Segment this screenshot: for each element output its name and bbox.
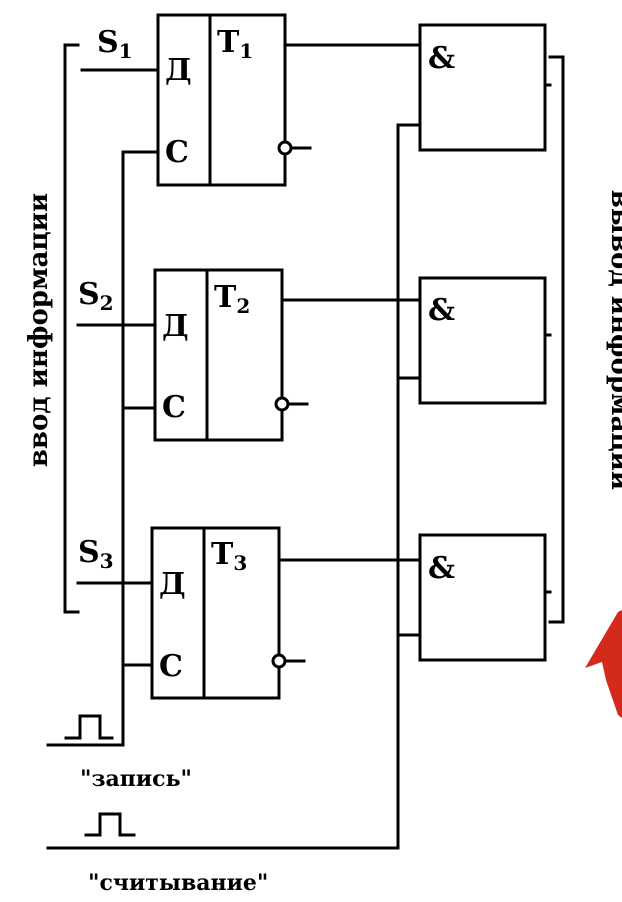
red-arrow-shape xyxy=(585,610,622,718)
d-label: Д xyxy=(159,567,186,602)
c-label: С xyxy=(159,649,183,684)
input-label-s3: S3 xyxy=(78,535,114,573)
flipflop-body xyxy=(150,526,281,700)
flipflop-1 xyxy=(156,13,287,187)
input-bracket-label: ввод информации xyxy=(24,193,54,467)
and-label: & xyxy=(428,551,455,586)
read-pulse-icon xyxy=(84,812,136,837)
write-clock-bus xyxy=(46,150,125,747)
and-label: & xyxy=(428,41,455,76)
c-label: С xyxy=(162,390,186,425)
flipflop-name-t2: Т2 xyxy=(214,280,250,318)
input-label-s1: S1 xyxy=(97,25,133,63)
flipflop-name-t3: Т3 xyxy=(211,537,247,575)
inverted-output-icon xyxy=(277,140,293,156)
read-enable-bus xyxy=(46,123,400,850)
output-bracket-label: вывод информации xyxy=(605,190,622,490)
d-label: Д xyxy=(162,309,189,344)
write-pulse-icon xyxy=(64,714,114,740)
flipflop-body xyxy=(153,268,284,442)
d-label: Д xyxy=(165,53,192,88)
and-gate-2: & xyxy=(418,276,547,405)
flipflop-body xyxy=(156,13,287,187)
and-gate-1: & xyxy=(418,23,547,152)
and-gate-3: & xyxy=(418,533,547,662)
inverted-output-icon xyxy=(271,653,287,669)
input-label-s2: S2 xyxy=(78,277,114,315)
and-label: & xyxy=(428,293,455,328)
output-bracket xyxy=(548,55,565,624)
flipflop-name-t1: Т1 xyxy=(217,25,253,63)
flipflop-3 xyxy=(150,526,281,700)
write-signal-label: "запись" xyxy=(80,766,192,792)
flipflop-2 xyxy=(153,268,284,442)
read-signal-label: "считывание" xyxy=(88,870,268,896)
c-label: С xyxy=(165,135,189,170)
input-bracket xyxy=(63,43,80,614)
inverted-output-icon xyxy=(274,396,290,412)
